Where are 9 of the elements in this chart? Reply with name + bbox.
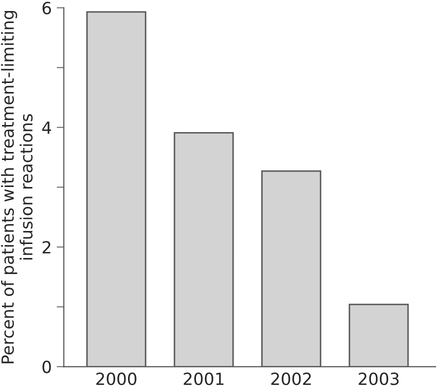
x-tick-label: 2002	[271, 372, 311, 386]
x-tick-label: 2000	[96, 372, 136, 386]
y-axis-title: Percent of patients with treatment-limiting infusion reactions	[1, 11, 33, 364]
x-tick-label: 2003	[358, 372, 399, 386]
x-tick-label: 2001	[184, 372, 224, 386]
y-tick-label: 6	[42, 2, 51, 14]
y-tick-label: 4	[42, 122, 52, 134]
y-tick-label: 2	[42, 240, 50, 254]
y-tick-label: 0	[42, 360, 51, 374]
